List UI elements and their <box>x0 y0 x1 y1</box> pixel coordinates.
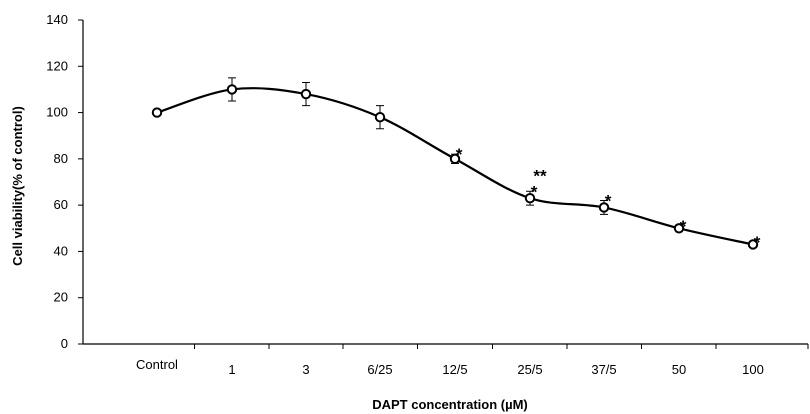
x-axis-ticks: Control 1 3 6/25 12/5 25/5 37/5 50 100 <box>136 344 809 377</box>
y-tick-label: 140 <box>46 12 68 27</box>
data-point <box>300 88 312 100</box>
data-point <box>747 239 759 250</box>
data-points <box>151 84 759 250</box>
x-tick-label: Control <box>136 357 178 372</box>
data-point <box>374 112 386 123</box>
significance-label: ** <box>533 166 547 185</box>
x-tick-label: 12/5 <box>442 362 467 377</box>
y-axis-ticks: 0 20 40 60 80 100 120 140 <box>46 12 83 351</box>
y-axis-title: Cell viability(% of control) <box>10 106 25 266</box>
error-bars <box>228 77 757 248</box>
x-tick-label: 37/5 <box>591 362 616 377</box>
y-tick-label: 60 <box>54 197 68 212</box>
data-point <box>673 223 685 234</box>
data-point <box>151 107 163 118</box>
y-tick-label: 80 <box>54 151 68 166</box>
x-tick-label: 6/25 <box>367 362 392 377</box>
y-tick-label: 120 <box>46 58 68 73</box>
x-tick-label: 25/5 <box>517 362 542 377</box>
significance-label: * <box>456 145 463 164</box>
significance-label: * <box>605 192 612 211</box>
y-tick-label: 40 <box>54 243 68 258</box>
x-tick-label: 50 <box>672 362 686 377</box>
y-tick-label: 100 <box>46 105 68 120</box>
viability-series-line <box>156 87 754 246</box>
significance-label: * <box>531 182 538 201</box>
data-point <box>524 193 536 204</box>
significance-label: * <box>680 217 687 236</box>
y-tick-label: 0 <box>61 336 68 351</box>
x-tick-label: 100 <box>742 362 764 377</box>
significance-label: * <box>754 233 761 252</box>
x-tick-label: 3 <box>302 362 309 377</box>
data-point <box>226 84 238 95</box>
significance-markers: **** *** <box>456 145 761 252</box>
x-axis-title: DAPT concentration (µM) <box>372 397 528 412</box>
x-tick-label: 1 <box>228 362 235 377</box>
data-point <box>449 153 461 165</box>
axes <box>82 20 808 345</box>
y-tick-label: 20 <box>54 290 68 305</box>
data-point <box>598 202 610 213</box>
